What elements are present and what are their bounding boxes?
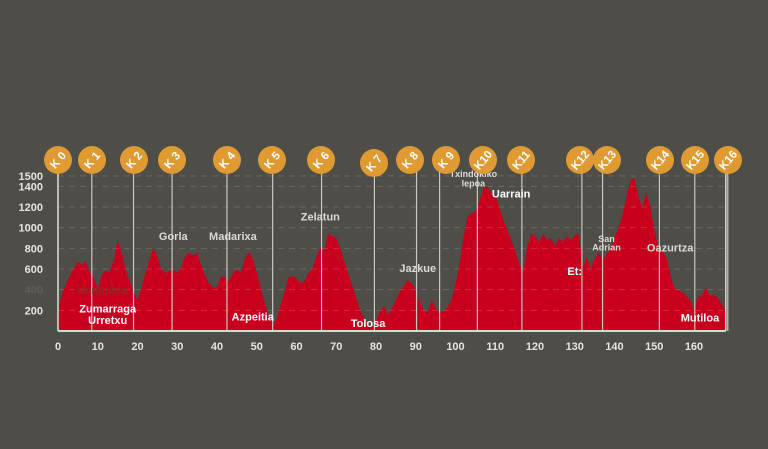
x-tick-label: 0	[55, 341, 61, 353]
km-marker-k16: K16	[714, 146, 742, 174]
km-marker-k0: K 0	[44, 146, 72, 174]
place-label: Tolosa	[351, 318, 387, 330]
place-label: Urretxu	[88, 315, 127, 327]
x-tick-label: 150	[645, 341, 663, 353]
km-marker-k8: K 8	[396, 146, 424, 174]
place-label: Zelatun	[301, 211, 340, 223]
x-tick-label: 30	[171, 341, 183, 353]
marker-circle	[646, 146, 674, 174]
marker-circle	[213, 146, 241, 174]
place-label: Oazurtza	[647, 242, 694, 254]
marker-circle	[44, 146, 72, 174]
marker-circle	[566, 146, 594, 174]
marker-circle	[158, 146, 186, 174]
x-tick-label: 90	[410, 341, 422, 353]
place-label: Jazkue	[399, 263, 436, 275]
marker-circle	[681, 146, 709, 174]
x-tick-label: 80	[370, 341, 382, 353]
y-tick-label: 1000	[19, 223, 43, 235]
marker-circle	[469, 146, 497, 174]
x-tick-label: 20	[131, 341, 143, 353]
x-tick-label: 130	[566, 341, 584, 353]
km-marker-k6: K 6	[307, 146, 335, 174]
marker-circle	[258, 146, 286, 174]
place-label: Zumarraga	[79, 303, 137, 315]
place-label: Mutiloa	[681, 313, 720, 325]
marker-circle	[120, 146, 148, 174]
y-tick-label: 1400	[19, 181, 43, 193]
place-label: lepoa	[462, 178, 487, 188]
place-label: Gorla	[159, 231, 189, 243]
km-marker-k13: K13	[593, 146, 621, 174]
x-tick-label: 160	[685, 341, 703, 353]
place-label: Madarixa	[209, 231, 258, 243]
elevation-area	[58, 178, 726, 331]
km-marker-k10: K10	[469, 146, 497, 174]
place-label: Uarrain	[492, 189, 531, 201]
marker-circle	[396, 146, 424, 174]
km-marker-k5: K 5	[258, 146, 286, 174]
km-marker-k11: K11	[507, 146, 535, 174]
marker-circle	[714, 146, 742, 174]
place-label: Adrian	[592, 242, 621, 252]
y-tick-label: 200	[25, 305, 43, 317]
place-label: Azpeitia	[232, 312, 275, 324]
axes	[57, 172, 727, 332]
km-marker-k3: K 3	[158, 146, 186, 174]
y-tick-label: 600	[25, 264, 43, 276]
place-label: Txindokiko	[450, 169, 498, 179]
marker-circle	[507, 146, 535, 174]
x-tick-label: 120	[526, 341, 544, 353]
x-tick-label: 110	[486, 341, 504, 353]
x-tick-label: 70	[330, 341, 342, 353]
place-label: Mandubia	[76, 285, 128, 297]
km-marker-k2: K 2	[120, 146, 148, 174]
km-marker-k14: K14	[646, 146, 674, 174]
x-tick-label: 10	[92, 341, 104, 353]
x-tick-label: 40	[211, 341, 223, 353]
y-tick-label: 400	[25, 285, 43, 297]
x-tick-label: 100	[446, 341, 464, 353]
km-marker-k12: K12	[566, 146, 594, 174]
marker-circle	[307, 146, 335, 174]
y-tick-label: 1500	[19, 171, 43, 183]
y-tick-label: 800	[25, 243, 43, 255]
place-label: Et:	[567, 266, 582, 278]
km-marker-k1: K 1	[78, 146, 106, 174]
km-marker-k9: K 9	[432, 146, 460, 174]
x-tick-label: 140	[605, 341, 623, 353]
x-axis-ticks: 0 10 20 30 40 50 60 70 80 90 100 110 120 130 140 150 160	[55, 341, 703, 353]
x-tick-label: 50	[251, 341, 263, 353]
km-marker-k4: K 4	[213, 146, 241, 174]
marker-circle	[432, 146, 460, 174]
marker-circle	[593, 146, 621, 174]
x-tick-label: 60	[290, 341, 302, 353]
y-tick-label: 1200	[19, 202, 43, 214]
km-marker-k7: K 7	[360, 149, 388, 177]
place-label: San	[598, 234, 615, 244]
marker-circle	[78, 146, 106, 174]
km-marker-k15: K15	[681, 146, 709, 174]
marker-circle	[360, 149, 388, 177]
